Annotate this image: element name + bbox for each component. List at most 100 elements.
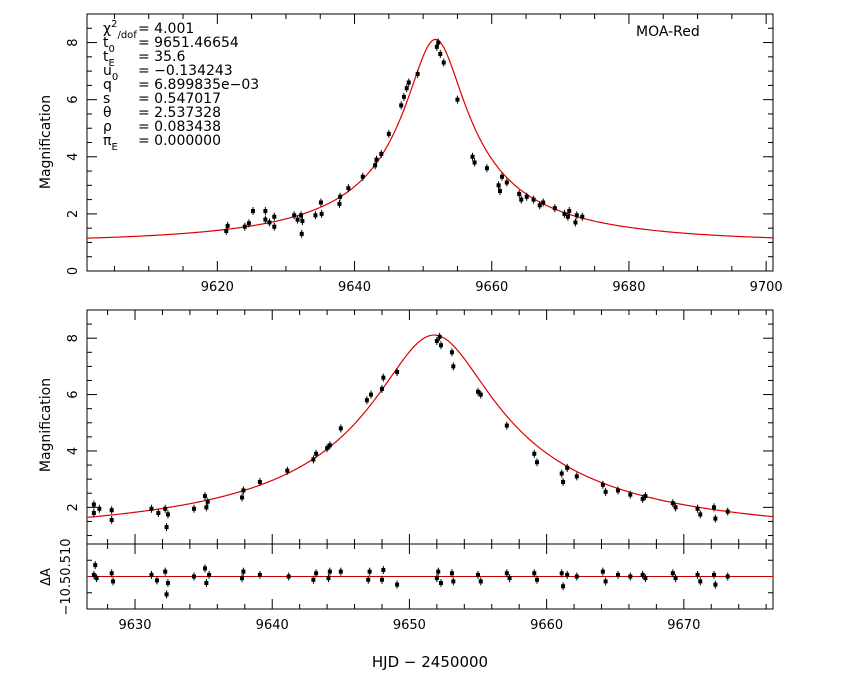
middle-data-points (91, 332, 730, 532)
data-point (202, 492, 207, 501)
data-point (559, 469, 564, 478)
data-point (225, 221, 230, 230)
residual-x-ticks: 9630 9640 9650 9660 9670 (107, 544, 767, 633)
x-tick-label: 9700 (750, 280, 783, 295)
data-point (202, 564, 207, 573)
data-point (91, 500, 96, 509)
y-tick-label: 6 (66, 96, 81, 104)
data-point (532, 569, 537, 578)
data-point (497, 187, 502, 196)
data-point (643, 574, 648, 583)
data-point (415, 69, 420, 78)
model-curve (86, 334, 774, 519)
data-point (373, 161, 378, 170)
data-point (517, 189, 522, 198)
x-tick-label: 9660 (475, 280, 508, 295)
data-point (369, 390, 374, 399)
x-tick-label: 9620 (201, 280, 234, 295)
data-point (93, 561, 98, 570)
data-point (698, 510, 703, 519)
data-point (272, 212, 277, 221)
top-ylabel: Magnification (38, 95, 54, 189)
data-point (109, 516, 114, 525)
data-point (476, 570, 481, 579)
data-point (292, 211, 297, 220)
data-point (164, 590, 169, 599)
y-tick-label: 6 (66, 390, 81, 398)
data-point (337, 199, 342, 208)
data-point (246, 219, 251, 228)
data-point (364, 396, 369, 405)
x-tick-label: 9670 (667, 618, 700, 633)
data-point (346, 184, 351, 193)
data-point (97, 504, 102, 513)
x-tick-label: 9650 (393, 618, 426, 633)
y-tick-label: 0 (66, 267, 81, 275)
data-point (615, 570, 620, 579)
middle-panel: 2 4 6 8 Magnification (38, 309, 774, 545)
data-point (565, 463, 570, 472)
data-point (204, 579, 209, 587)
data-point (615, 486, 620, 495)
data-point (325, 444, 330, 453)
data-point (562, 209, 567, 218)
data-point (500, 172, 505, 181)
data-point (470, 152, 475, 161)
data-point (156, 508, 161, 517)
data-point (165, 510, 170, 519)
data-point (163, 567, 168, 576)
data-point (725, 572, 730, 581)
data-point (574, 211, 579, 220)
data-point (149, 504, 154, 513)
y-tick-label: 2 (66, 210, 81, 218)
data-point (164, 523, 169, 532)
data-point (451, 577, 456, 586)
data-point (472, 158, 477, 167)
data-point (286, 572, 291, 581)
data-point (712, 503, 717, 512)
x-tick-label: 9660 (530, 618, 563, 633)
fit-parameter: χ2/dof= 4.001 (103, 19, 194, 41)
data-point (603, 487, 608, 496)
data-point (379, 149, 384, 158)
data-point (406, 78, 411, 87)
data-point (449, 348, 454, 357)
data-point (504, 178, 509, 187)
data-point (507, 574, 512, 583)
middle-y-ticks: 2 4 6 8 (66, 309, 773, 537)
data-point (395, 580, 400, 589)
data-point (478, 577, 483, 586)
middle-x-ticks (107, 310, 767, 544)
data-point (628, 572, 633, 581)
data-point (205, 497, 210, 506)
data-point (535, 458, 540, 467)
data-point (441, 58, 446, 67)
data-point (504, 421, 509, 430)
data-point (573, 218, 578, 227)
x-tick-label: 9630 (118, 618, 151, 633)
y-tick-label: 2 (66, 503, 81, 511)
data-point (360, 172, 365, 181)
data-point (240, 493, 245, 502)
data-point (327, 567, 332, 576)
fit-parameter: s = 0.547017 (103, 91, 221, 107)
data-point (272, 222, 277, 231)
data-point (338, 567, 343, 576)
data-point (561, 582, 566, 591)
top-panel: 9620 9640 9660 9680 9700 0 2 4 6 8 Magnification… (38, 13, 783, 295)
top-x-ticks: 9620 9640 9660 9680 9700 (113, 14, 783, 295)
data-point (91, 570, 96, 579)
data-point (192, 504, 197, 513)
data-point (338, 192, 343, 201)
data-point (314, 449, 319, 458)
data-point (299, 211, 304, 220)
residual-panel: 9630 9640 9650 9660 9670 ΔA −10.50.510 HJD −… (39, 538, 774, 671)
residual-ylabel: ΔA (39, 568, 54, 586)
data-point (224, 227, 229, 236)
data-point (567, 207, 572, 216)
data-point (438, 341, 443, 350)
data-point (338, 424, 343, 433)
data-point (436, 567, 441, 576)
data-point (552, 204, 557, 213)
data-point (640, 494, 645, 503)
